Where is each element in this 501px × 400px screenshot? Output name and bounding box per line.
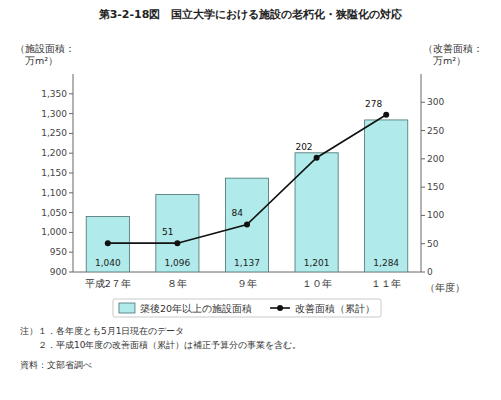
y-tick <box>69 212 73 213</box>
x-tick-label: １１年 <box>371 278 401 289</box>
y2-tick <box>421 243 425 244</box>
legend: 築後20年以上の施設面積 改善面積（累計） <box>113 299 381 317</box>
x-tick-label: ９年 <box>237 278 257 289</box>
line-marker <box>383 112 389 118</box>
y2-tick-label: 300 <box>427 97 444 107</box>
bar-label: 1,096 <box>165 258 191 268</box>
legend-label: 築後20年以上の施設面積 <box>140 303 252 314</box>
bar-label: 1,201 <box>304 258 330 268</box>
line-marker <box>244 221 250 227</box>
line-label: 278 <box>365 99 382 109</box>
y-tick <box>69 133 73 134</box>
y2-tick <box>421 102 425 103</box>
y-tick-label: 1,100 <box>41 188 67 198</box>
axes: 900 950 1,000 1,050 1,100 1,150 1,200 1,250 1,30… <box>41 74 444 289</box>
y-tick-label: 900 <box>50 267 67 277</box>
y-axis-label: （施設面積： <box>15 43 75 54</box>
y-tick <box>69 173 73 174</box>
legend-swatch <box>119 303 135 313</box>
bar <box>365 120 408 272</box>
x-tick-label: ８年 <box>167 278 187 289</box>
y2-tick-label: 50 <box>427 239 439 249</box>
line <box>108 115 386 243</box>
y-tick-label: 1,250 <box>41 128 67 138</box>
x-axis-label: （年度） <box>425 282 465 293</box>
data-labels: 1,040 1,096 1,137 1,201 1,284 51 84 202 278 <box>95 99 399 268</box>
legend-item: 改善面積（累計） <box>270 303 375 314</box>
line-marker <box>174 240 180 246</box>
y-tick <box>69 232 73 233</box>
y-tick <box>69 113 73 114</box>
y-tick <box>69 153 73 154</box>
y-tick-label: 1,000 <box>41 227 67 237</box>
line-label: 51 <box>162 227 173 237</box>
legend-marker <box>277 305 283 311</box>
y2-axis-label: （改善面積： <box>423 43 483 54</box>
y2-tick <box>421 215 425 216</box>
annotation: ２．平成10年度の改善面積（累計）は補正予算分の事業を含む。 <box>20 340 301 350</box>
y-tick-label: 1,050 <box>41 208 67 218</box>
legend-frame <box>113 299 381 317</box>
y2-axis-label: 万m²） <box>423 55 466 66</box>
plot-marks <box>86 112 408 272</box>
y-tick-label: 1,300 <box>41 109 67 119</box>
bar <box>295 153 338 272</box>
x-tick-label: １０年 <box>302 278 332 289</box>
y-tick <box>69 272 73 273</box>
line-marker <box>314 155 320 161</box>
y-tick-label: 1,200 <box>41 148 67 158</box>
y-tick <box>69 192 73 193</box>
y2-tick-label: 200 <box>427 154 444 164</box>
line-label: 202 <box>295 142 312 152</box>
line-marker <box>105 240 111 246</box>
legend-item: 築後20年以上の施設面積 <box>119 303 252 314</box>
y2-tick <box>421 272 425 273</box>
y-axis-label: 万m²） <box>15 55 58 66</box>
y2-tick <box>421 158 425 159</box>
y-tick-label: 1,150 <box>41 168 67 178</box>
y2-tick-label: 250 <box>427 126 444 136</box>
y2-tick-label: 0 <box>427 267 433 277</box>
bar <box>156 194 199 272</box>
legend-label: 改善面積（累計） <box>295 303 375 314</box>
bar <box>225 178 268 272</box>
y-tick-label: 950 <box>50 247 67 257</box>
y-tick <box>69 93 73 94</box>
y2-tick-label: 100 <box>427 210 444 220</box>
annotation: 資料：文部省調べ <box>20 360 92 370</box>
x-tick-label: 平成2７年 <box>85 278 131 289</box>
y2-tick <box>421 187 425 188</box>
bar-label: 1,040 <box>95 258 121 268</box>
chart: 第3-2-18図 国立大学における施設の老朽化・狭隘化の対応 （施設面積： 万m²… <box>0 0 501 400</box>
y-axis-line <box>73 74 74 272</box>
y2-tick <box>421 130 425 131</box>
annotation: 注）１．各年度とも5月1日現在のデータ <box>20 326 184 336</box>
bar <box>86 217 129 272</box>
y2-tick-label: 150 <box>427 182 444 192</box>
y2-axis-line <box>421 74 422 272</box>
title: 第3-2-18図 国立大学における施設の老朽化・狭隘化の対応 <box>98 8 404 21</box>
y-tick <box>69 252 73 253</box>
bar-label: 1,284 <box>373 258 399 268</box>
bar-label: 1,137 <box>234 258 260 268</box>
y-tick-label: 1,350 <box>41 89 67 99</box>
line-label: 84 <box>232 208 244 218</box>
